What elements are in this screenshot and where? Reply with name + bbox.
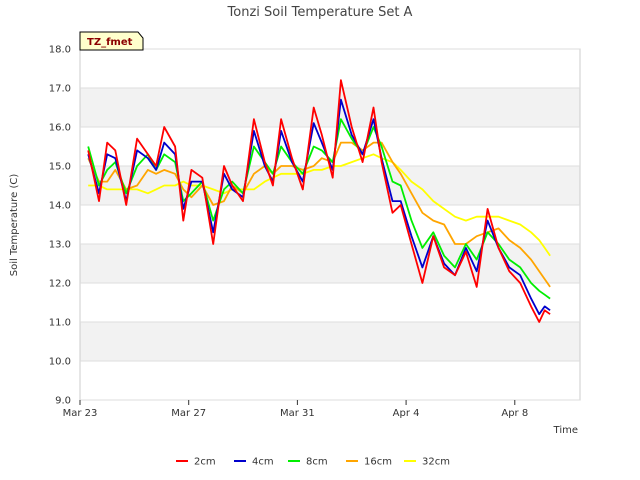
y-tick-label: 16.0 (49, 123, 71, 134)
x-axis-label: Time (553, 425, 578, 436)
legend-item-2cm: 2cm (176, 457, 216, 468)
y-tick-label: 13.0 (49, 240, 71, 251)
x-axis-ticks: Mar 23 Mar 27 Mar 31 Apr 4 Apr 8 (63, 400, 528, 419)
y-tick-label: 15.0 (49, 162, 71, 173)
station-badge-box (79, 31, 144, 51)
y-tick-label: 18.0 (49, 45, 71, 56)
background-band (80, 166, 580, 205)
x-tick-label: Mar 23 (63, 408, 98, 419)
background-band (80, 322, 580, 361)
series-line-8cm (87, 118, 551, 300)
x-tick-label: Mar 31 (280, 408, 315, 419)
legend: 2cm 4cm 8cm 16cm 32cm (176, 457, 450, 468)
legend-label: 32cm (422, 457, 450, 468)
series-line-16cm (87, 141, 551, 288)
series-layer (87, 79, 551, 323)
legend-item-4cm: 4cm (234, 457, 274, 468)
background-band (80, 88, 580, 127)
background-band (80, 244, 580, 283)
series-line-2cm (87, 79, 551, 323)
y-tick-label: 10.0 (49, 357, 71, 368)
station-badge: TZ_fmet (79, 31, 144, 51)
legend-label: 4cm (252, 457, 274, 468)
legend-item-16cm: 16cm (346, 457, 392, 468)
x-tick-label: Apr 8 (501, 408, 528, 419)
legend-item-8cm: 8cm (288, 457, 328, 468)
chart-title: Tonzi Soil Temperature Set A (227, 5, 413, 20)
y-tick-label: 9.0 (55, 396, 71, 407)
x-tick-label: Mar 27 (171, 408, 206, 419)
y-axis-ticks: 9.0 10.0 11.0 12.0 13.0 14.0 15.0 16.0 17.0 18.0 (49, 45, 71, 407)
grid-lines (80, 48, 580, 401)
station-badge-text: TZ_fmet (87, 37, 133, 48)
series-line-4cm (87, 98, 551, 316)
legend-item-32cm: 32cm (404, 457, 450, 468)
plot-background-bands (80, 88, 580, 361)
y-tick-label: 12.0 (49, 279, 71, 290)
legend-label: 16cm (364, 457, 392, 468)
legend-label: 8cm (306, 457, 328, 468)
x-tick-label: Apr 4 (393, 408, 420, 419)
y-tick-label: 11.0 (49, 318, 71, 329)
y-tick-label: 14.0 (49, 201, 71, 212)
legend-label: 2cm (194, 457, 216, 468)
y-tick-label: 17.0 (49, 84, 71, 95)
series-line-32cm (88, 153, 551, 257)
y-axis-label: Soil Temperature (C) (9, 174, 20, 277)
